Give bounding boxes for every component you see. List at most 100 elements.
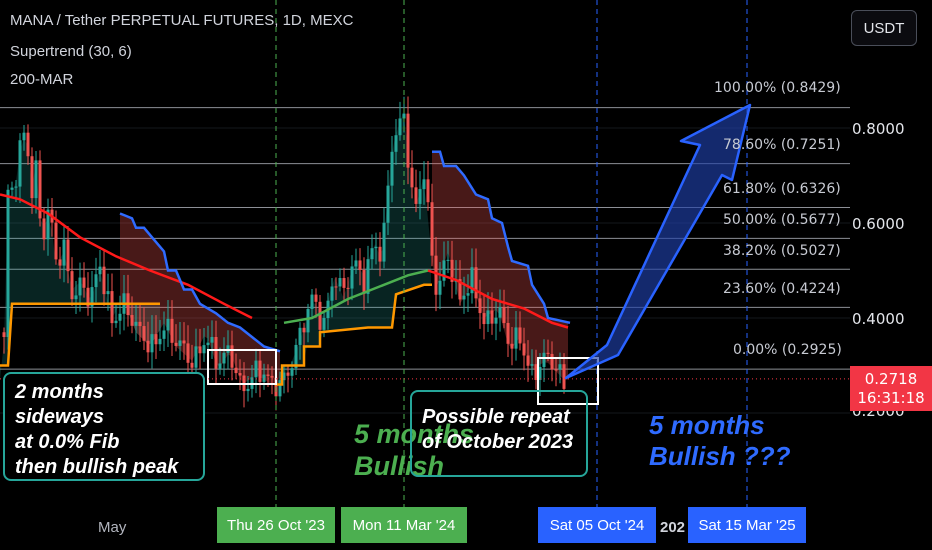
candle-body (398, 118, 402, 136)
date-tag-mar-2024[interactable]: Mon 11 Mar '24 (341, 507, 467, 543)
fib-label-0[interactable]: 0.00% (0.2925) (733, 342, 842, 358)
fib-label-236[interactable]: 23.60% (0.4224) (723, 281, 841, 297)
candle-body (66, 239, 70, 272)
candle-body (186, 343, 190, 363)
candle-body (102, 266, 106, 295)
date-tag-oct-2023[interactable]: Thu 26 Oct '23 (217, 507, 335, 543)
candle-body (214, 337, 218, 369)
candle-body (282, 372, 286, 381)
sideways-note[interactable]: 2 months sideways at 0.0% Fib then bulli… (3, 372, 205, 481)
candle-body (430, 202, 434, 256)
candle-body (438, 280, 442, 295)
candle-body (190, 362, 194, 368)
candle-body (138, 321, 142, 327)
supertrend-legend[interactable]: Supertrend (30, 6) (10, 43, 132, 60)
candle-body (234, 367, 238, 374)
candle-body (402, 113, 406, 119)
date-tag-mar-2025[interactable]: Sat 15 Mar '25 (688, 507, 806, 543)
candle-body (22, 132, 26, 141)
candle-body (206, 342, 210, 346)
candle-body (442, 260, 446, 281)
bullish-arrow-shape (564, 103, 752, 380)
candle-body (18, 140, 22, 187)
candle-body (534, 364, 538, 380)
supertrend-fills (0, 112, 568, 385)
candle-body (142, 326, 146, 341)
candle-body (42, 218, 46, 240)
candle-body (86, 287, 90, 307)
price-tick: 0.6000 (852, 215, 905, 233)
candle-body (554, 369, 558, 371)
candle-body (146, 340, 150, 353)
candle-body (110, 291, 114, 324)
fib-retracement-lines[interactable] (0, 107, 850, 370)
bullish-projection-arrow[interactable] (564, 103, 752, 380)
candle-body (166, 318, 170, 331)
candle-body (118, 313, 122, 321)
candle-body (270, 375, 274, 378)
candle-body (194, 346, 198, 368)
chart-title[interactable]: MANA / Tether PERPETUAL FUTURES, 1D, MEX… (10, 12, 354, 29)
candle-body (218, 363, 222, 369)
fib-label-618[interactable]: 61.80% (0.6326) (723, 181, 841, 197)
repeat-note[interactable]: Possible repeat of October 2023 (410, 390, 588, 477)
candle-body (94, 274, 98, 288)
candle-body (158, 338, 162, 345)
candle-body (338, 278, 342, 287)
note-line: Possible repeat (422, 406, 570, 428)
fib-label-100[interactable]: 100.00% (0.8429) (714, 80, 841, 96)
currency-button[interactable]: USDT (851, 10, 917, 46)
candle-body (394, 135, 398, 152)
ma-legend[interactable]: 200-MAR (10, 71, 74, 88)
candle-body (154, 334, 158, 345)
ma-200-segment (0, 193, 253, 320)
supertrend-fill (432, 151, 568, 380)
candle-body (418, 189, 422, 204)
candle-body (518, 327, 522, 344)
consolidation-boxes[interactable] (207, 349, 599, 405)
candle-body (414, 187, 418, 204)
candle-body (38, 160, 42, 219)
ma-200-segment (283, 269, 429, 325)
candle-body (290, 368, 294, 376)
time-axis-month: May (98, 519, 127, 536)
candle-body (310, 294, 314, 309)
note-line: 5 months (354, 419, 475, 449)
candle-body (410, 167, 414, 188)
current-price-badge: 0.2718 16:31:18 (850, 366, 932, 411)
fib-label-786[interactable]: 78.60% (0.7251) (723, 137, 841, 153)
fib-label-500[interactable]: 50.00% (0.5677) (723, 212, 841, 228)
candle-body (458, 279, 462, 300)
candle-body (318, 301, 322, 330)
candle-body (446, 259, 450, 261)
candle-body (550, 353, 554, 370)
candle-body (174, 342, 178, 346)
ma-200-line (0, 193, 569, 329)
candle-body (486, 310, 490, 325)
five-months-bullish-green[interactable]: 5 months Bullish (354, 418, 474, 482)
candle-body (434, 255, 438, 295)
candle-body (82, 277, 86, 288)
candle-body (546, 352, 550, 354)
supertrend-fill (120, 213, 280, 385)
candle-body (306, 308, 310, 333)
candle-body (342, 278, 346, 288)
candle-body (26, 132, 30, 157)
candle-body (150, 334, 154, 353)
date-marker-lines (275, 0, 748, 510)
candle-body (522, 343, 526, 356)
candle-body (450, 259, 454, 282)
candle-body (278, 380, 282, 397)
fib-label-382[interactable]: 38.20% (0.5027) (723, 243, 841, 259)
date-tag-oct-2024[interactable]: Sat 05 Oct '24 (538, 507, 656, 543)
note-line: of October 2023 (422, 431, 574, 453)
candle-body (34, 160, 38, 199)
candle-body (258, 360, 262, 382)
candle-body (198, 346, 202, 354)
note-line: 5 months (649, 410, 765, 440)
candle-body (354, 260, 358, 267)
time-axis-year: 202 (660, 519, 686, 536)
candle-body (462, 295, 466, 300)
five-months-bullish-blue[interactable]: 5 months Bullish ??? (649, 410, 791, 472)
